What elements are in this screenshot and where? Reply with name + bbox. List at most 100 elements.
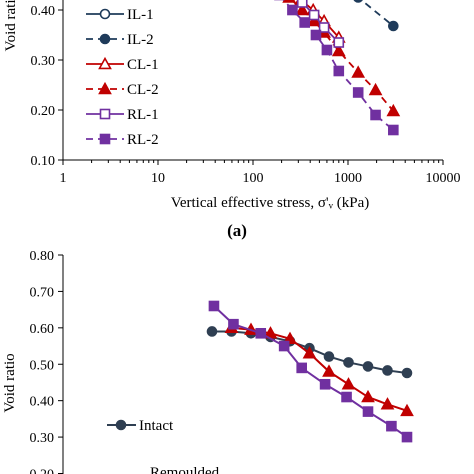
- data-point: [283, 331, 297, 344]
- data-point: [319, 378, 331, 390]
- data-point: [401, 431, 413, 443]
- data-point: [278, 340, 290, 352]
- y-tick-label: 0.50: [30, 358, 55, 373]
- x-tick-label: 10000: [426, 171, 461, 186]
- series-group-a: [274, 0, 401, 136]
- data-point: [302, 346, 317, 359]
- y-tick-label: 0.20: [30, 468, 55, 474]
- chart-b: 0.200.300.400.500.600.700.80 Void ratio …: [2, 249, 414, 474]
- legend-marker: [98, 81, 112, 95]
- legend-marker: [98, 56, 112, 70]
- data-point: [310, 29, 322, 41]
- legend-b: Intact Remoulded: [107, 418, 220, 474]
- series-group-b: [206, 300, 414, 443]
- legend-label: RL-1: [127, 107, 159, 123]
- data-point: [361, 389, 375, 403]
- y-tick-label: 0.10: [31, 154, 56, 169]
- data-point: [208, 300, 220, 312]
- data-point: [401, 367, 413, 379]
- data-point: [386, 103, 401, 117]
- legend-marker: [99, 133, 111, 145]
- legend-entry-cl-2: CL-2: [86, 81, 159, 98]
- x-tick-label: 1000: [334, 171, 362, 186]
- series-rl-2: [274, 0, 399, 136]
- y-tick-label: 0.40: [31, 4, 56, 19]
- legend-entry-rl-1: RL-1: [86, 107, 159, 123]
- data-point: [341, 391, 352, 403]
- data-point: [331, 43, 346, 57]
- legend-marker: [115, 419, 127, 431]
- data-point: [255, 327, 267, 339]
- legend-entry-il-1: IL-1: [86, 7, 154, 23]
- data-point: [295, 2, 310, 16]
- legend-label: CL-1: [127, 57, 159, 73]
- data-point: [388, 124, 399, 136]
- y-tick-label: 0.70: [30, 285, 55, 300]
- legend-label: IL-2: [127, 32, 154, 48]
- x-tick-label: 100: [243, 171, 264, 186]
- legend-label: RL-2: [127, 132, 159, 148]
- y-tick-label: 0.30: [30, 431, 55, 446]
- legend-entry-cl-1: CL-1: [86, 56, 159, 73]
- x-ticks-a: 1 10 100 1000 10000: [60, 160, 461, 186]
- data-point: [287, 4, 298, 16]
- data-point: [323, 351, 335, 362]
- y-tick-label: 0.20: [31, 104, 56, 119]
- y-tick-label: 0.80: [30, 249, 55, 264]
- legend-marker: [99, 33, 111, 45]
- data-point: [380, 397, 395, 410]
- series-il-2: [353, 0, 399, 32]
- panel-label-a: (a): [227, 221, 247, 240]
- legend-a: IL-1 IL-2 CL-1 CL-2 RL-1 RL-2: [86, 7, 159, 148]
- data-point: [382, 365, 393, 376]
- legend-entry-remoulded: Remoulded: [150, 465, 220, 474]
- y-ticks-b: 0.20 0.30 0.40 0.50 0.60 0.70 0.80: [30, 249, 63, 474]
- data-point: [308, 9, 320, 21]
- x-tick-label: 1: [60, 171, 67, 186]
- series-line: [213, 305, 408, 438]
- y-tick-label: 0.40: [30, 395, 55, 410]
- data-point: [400, 403, 414, 417]
- legend-label: Intact: [139, 418, 174, 434]
- data-point: [333, 65, 345, 77]
- y-axis-label-b: Void ratio: [2, 353, 18, 412]
- data-point: [296, 0, 308, 8]
- data-point: [333, 37, 345, 48]
- legend-entry-rl-2: RL-2: [86, 132, 159, 148]
- data-point: [368, 82, 383, 96]
- data-point: [362, 406, 374, 417]
- data-point: [352, 87, 364, 98]
- data-point: [370, 109, 381, 121]
- legend-label: Remoulded: [150, 465, 220, 474]
- data-point: [351, 65, 366, 78]
- data-point: [343, 357, 354, 368]
- series-line: [359, 0, 394, 27]
- series-b-2: [208, 300, 413, 443]
- data-point: [282, 0, 296, 3]
- legend-marker: [99, 8, 111, 20]
- series-rl-1: [296, 0, 345, 48]
- data-point: [321, 44, 333, 56]
- series-cl-2: [282, 0, 401, 117]
- y-tick-label: 0.30: [31, 54, 56, 69]
- data-point: [307, 13, 321, 27]
- data-point: [353, 0, 363, 3]
- legend-label: IL-1: [127, 7, 154, 23]
- data-point: [341, 377, 356, 390]
- legend-label: CL-2: [127, 82, 159, 98]
- data-point: [322, 364, 336, 377]
- y-ticks-a: 0.10 0.20 0.30 0.40: [31, 4, 63, 169]
- x-tick-label: 10: [151, 171, 165, 186]
- data-point: [388, 20, 399, 32]
- data-point: [296, 362, 308, 374]
- legend-entry-il-2: IL-2: [86, 32, 154, 48]
- data-point: [318, 22, 330, 33]
- data-point: [228, 318, 239, 330]
- y-tick-label: 0.60: [30, 322, 55, 337]
- x-axis-label-a: Vertical effective stress, σ'ᵥ (kPa): [171, 195, 370, 211]
- data-point: [386, 420, 397, 432]
- legend-marker: [99, 108, 111, 120]
- data-point: [299, 17, 310, 28]
- legend-entry-intact: Intact: [107, 418, 174, 434]
